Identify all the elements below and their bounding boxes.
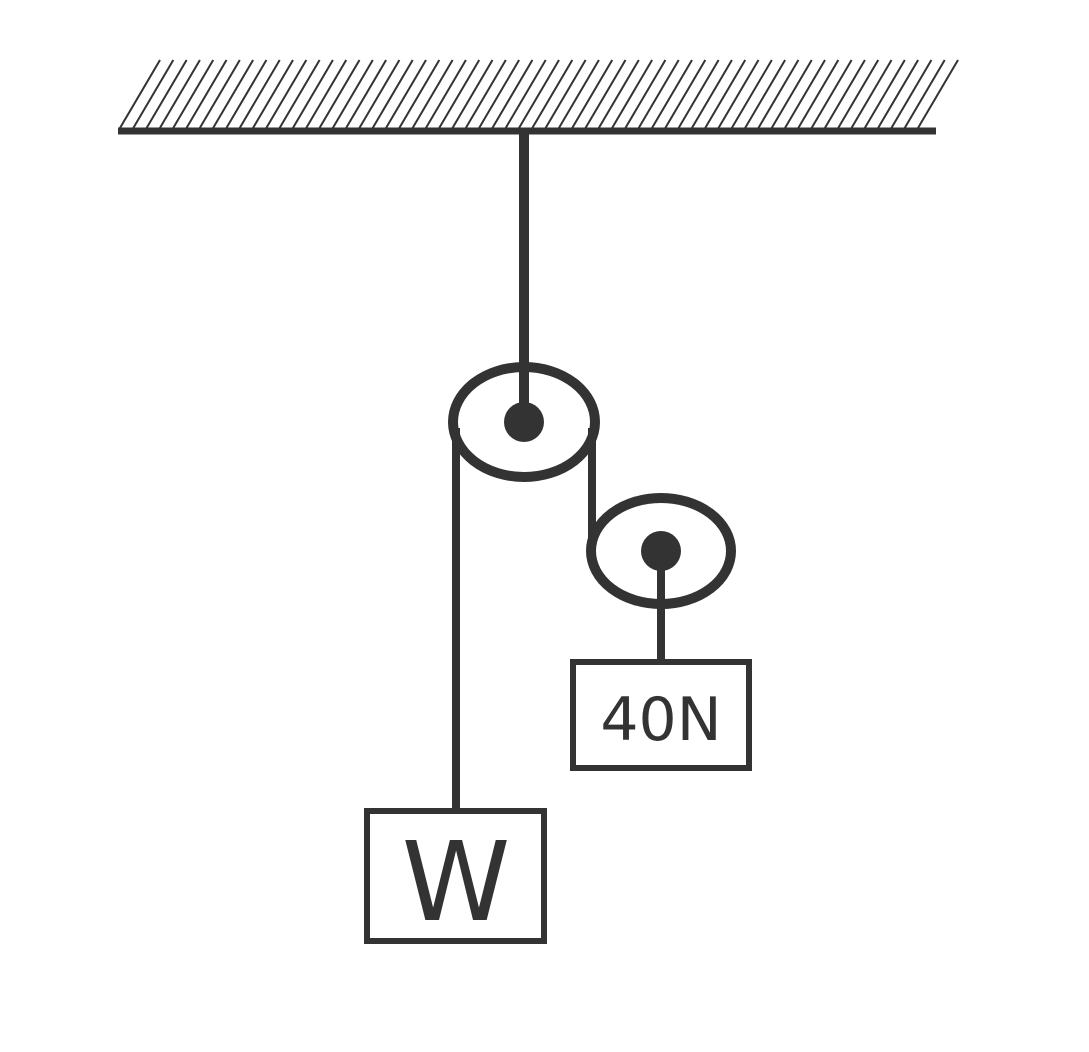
hatch-line bbox=[252, 59, 294, 129]
hatch-line bbox=[810, 59, 853, 129]
hatch-line bbox=[877, 59, 919, 129]
hatch-line bbox=[704, 59, 747, 129]
w-block-label: W bbox=[402, 818, 511, 946]
hatch-line bbox=[345, 59, 387, 129]
hatch-line bbox=[385, 59, 427, 129]
hatch-line bbox=[464, 59, 507, 129]
hatch-line bbox=[318, 59, 361, 129]
hatch-line bbox=[425, 59, 467, 129]
hatch-line bbox=[717, 59, 760, 129]
hatch-line bbox=[225, 59, 268, 129]
hatch-line bbox=[504, 59, 547, 129]
hatch-line bbox=[571, 59, 614, 129]
hatch-line bbox=[185, 59, 228, 129]
hatch-line bbox=[544, 59, 587, 129]
hatch-line bbox=[331, 59, 374, 129]
hatch-line bbox=[159, 59, 201, 129]
hatch-line bbox=[624, 59, 667, 129]
hatch-line bbox=[863, 59, 906, 129]
hatch-line bbox=[119, 59, 161, 129]
hatch-line bbox=[491, 59, 534, 129]
ceiling-hatching bbox=[119, 59, 959, 129]
hatch-line bbox=[238, 59, 281, 129]
hatch-line bbox=[145, 59, 188, 129]
hatch-line bbox=[292, 59, 334, 129]
load-block-label: 40N bbox=[600, 685, 721, 755]
hatch-line bbox=[637, 59, 680, 129]
load-block bbox=[570, 659, 752, 771]
w-block bbox=[364, 808, 547, 944]
hatch-line bbox=[438, 59, 481, 129]
hatch-line bbox=[903, 59, 946, 129]
hatch-line bbox=[358, 59, 401, 129]
hatch-line bbox=[850, 59, 893, 129]
hatch-line bbox=[584, 59, 627, 129]
hatch-line bbox=[770, 59, 813, 129]
hatch-line bbox=[558, 59, 600, 129]
hatch-line bbox=[265, 59, 308, 129]
movable-pulley-axle bbox=[641, 531, 681, 571]
hatch-line bbox=[212, 59, 254, 129]
fixed-pulley-axle bbox=[504, 402, 544, 442]
hatch-line bbox=[611, 59, 653, 129]
hatch-line bbox=[797, 59, 840, 129]
hatch-line bbox=[677, 59, 720, 129]
hatch-line bbox=[664, 59, 707, 129]
hatch-line bbox=[917, 59, 959, 129]
hatch-line bbox=[478, 59, 520, 129]
hatch-line bbox=[757, 59, 800, 129]
hatch-line bbox=[451, 59, 494, 129]
hatch-line bbox=[744, 59, 786, 129]
hatch-line bbox=[172, 59, 215, 129]
hatch-line bbox=[531, 59, 574, 129]
hatch-line bbox=[890, 59, 933, 129]
hatch-line bbox=[198, 59, 241, 129]
hatch-line bbox=[730, 59, 773, 129]
hatch-line bbox=[132, 59, 175, 129]
hatch-line bbox=[597, 59, 640, 129]
hatch-line bbox=[784, 59, 826, 129]
hatch-line bbox=[305, 59, 348, 129]
hatch-line bbox=[837, 59, 880, 129]
hatch-line bbox=[411, 59, 454, 129]
hatch-line bbox=[824, 59, 866, 129]
hatch-line bbox=[651, 59, 693, 129]
hatch-line bbox=[691, 59, 733, 129]
hatch-line bbox=[518, 59, 560, 129]
hatch-line bbox=[371, 59, 414, 129]
hatch-line bbox=[278, 59, 321, 129]
hatch-line bbox=[398, 59, 441, 129]
